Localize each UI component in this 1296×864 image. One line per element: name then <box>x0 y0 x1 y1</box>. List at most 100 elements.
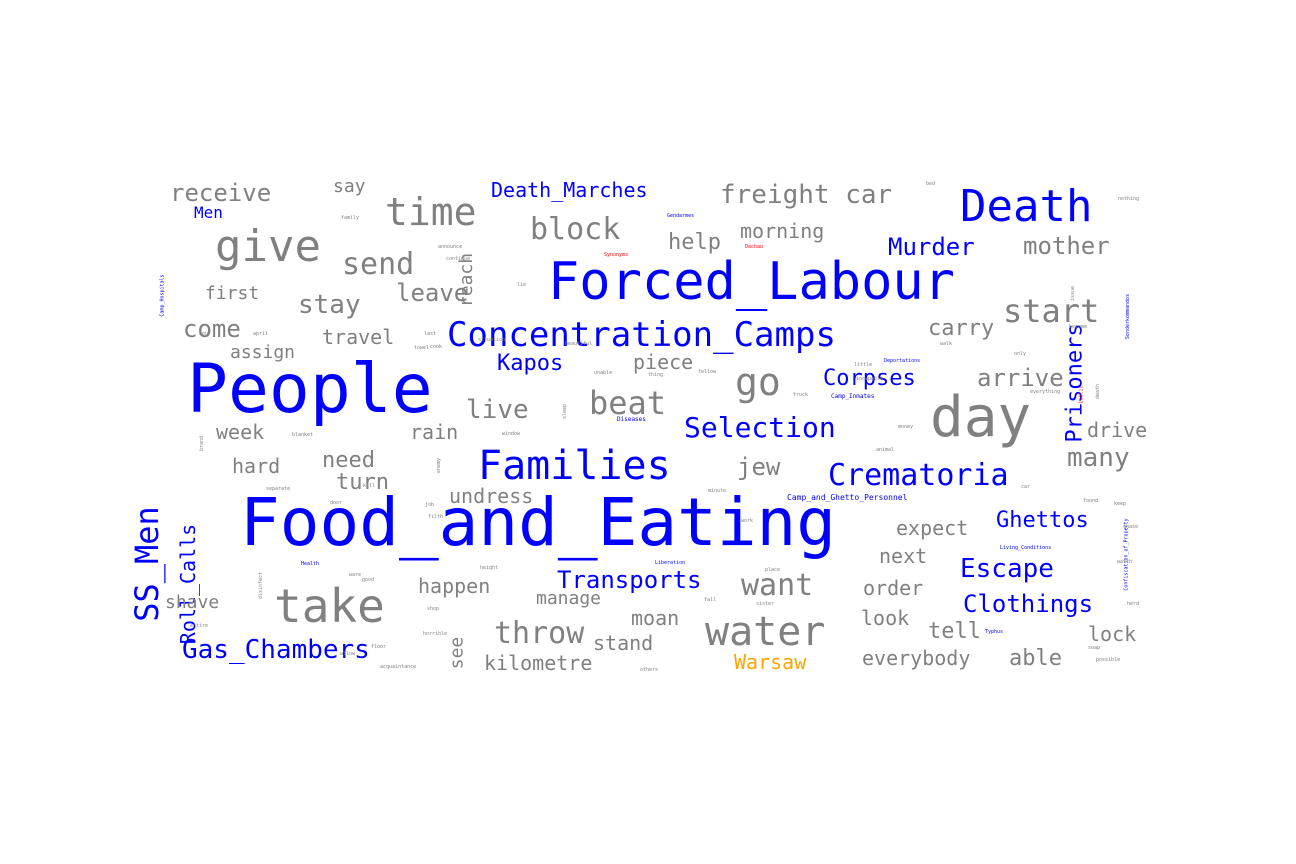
cloud-word: Camp_Hospitals <box>159 273 166 317</box>
cloud-word: Escape <box>960 554 1054 584</box>
cloud-word: able <box>1009 646 1062 671</box>
cloud-word: take <box>274 579 385 633</box>
cloud-word: found <box>1083 498 1099 504</box>
cloud-word: fall <box>704 597 717 603</box>
cloud-word: moan <box>631 606 680 630</box>
cloud-word: Diseases <box>617 416 646 423</box>
cloud-word: Kapos <box>497 351 564 376</box>
cloud-word: tell <box>928 619 981 644</box>
cloud-word: Liberation <box>655 560 686 566</box>
cloud-word: april <box>253 331 269 337</box>
cloud-word: send <box>342 247 415 282</box>
cloud-word: incapable <box>856 376 884 382</box>
cloud-word: window <box>502 431 521 437</box>
cloud-word: height <box>480 565 499 571</box>
cloud-word: turn <box>336 470 389 495</box>
cloud-word: announce <box>438 244 463 250</box>
cloud-word: Death_Marches <box>491 178 648 202</box>
cloud-word: issue <box>1070 285 1077 302</box>
cloud-word: Deportations <box>884 358 921 364</box>
cloud-word: acquaintance <box>380 664 417 670</box>
cloud-word: morning <box>740 219 825 243</box>
cloud-word: family <box>341 215 360 221</box>
cloud-word: help <box>668 230 721 255</box>
cloud-word: receive <box>170 179 272 207</box>
cloud-word: block <box>530 212 621 247</box>
cloud-word: floor <box>371 644 387 650</box>
cloud-word: possible <box>1096 657 1121 663</box>
cloud-word: chase <box>1123 524 1139 530</box>
cloud-word: see <box>445 636 467 669</box>
cloud-word: SS_Men <box>127 506 166 622</box>
cloud-word: Camp_and_Ghetto_Personnel <box>787 493 908 502</box>
cloud-word: watch <box>1117 559 1133 565</box>
cloud-word: bed <box>926 181 936 187</box>
cloud-word: filth <box>428 514 444 520</box>
cloud-word: Concentration_Camps <box>447 315 836 355</box>
cloud-word: Murder <box>888 233 975 261</box>
cloud-word: Selection <box>684 411 836 444</box>
cloud-word: sleep <box>562 403 569 420</box>
cloud-word: Warsaw <box>734 650 807 674</box>
cloud-word: walk <box>940 341 953 347</box>
cloud-word: enemy <box>436 457 443 474</box>
cloud-word: arrive <box>977 364 1064 392</box>
cloud-word: minute <box>708 488 727 494</box>
cloud-word: kill <box>363 483 376 489</box>
cloud-word: entire <box>190 623 209 629</box>
cloud-word: everybody <box>862 646 971 670</box>
cloud-word: lock <box>1088 622 1137 646</box>
cloud-word: Transports <box>557 566 702 594</box>
cloud-word: hour <box>199 331 212 337</box>
cloud-word: Typhus <box>985 629 1004 635</box>
cloud-word: money <box>898 424 914 430</box>
cloud-word: Gas_Chambers <box>182 635 370 665</box>
cloud-word: disinfect <box>258 571 265 600</box>
cloud-word: next <box>879 544 928 568</box>
cloud-word: everything <box>1030 389 1061 395</box>
cloud-word: hard <box>232 454 281 478</box>
cloud-word: Clothings <box>963 590 1094 618</box>
cloud-word: many <box>1067 443 1130 473</box>
cloud-word: leave <box>396 279 469 307</box>
cloud-word: expect <box>896 516 969 540</box>
cloud-word: start <box>1003 292 1100 330</box>
cloud-word: job <box>425 502 435 508</box>
cloud-word: fellow <box>698 369 717 375</box>
cloud-word: travel <box>322 325 395 349</box>
cloud-word: animal <box>876 447 895 453</box>
cloud-word: Camp_Inmates <box>831 393 875 400</box>
cloud-word: come <box>183 315 241 343</box>
cloud-word: beat <box>589 384 667 422</box>
cloud-word: work <box>741 518 754 524</box>
cloud-word: look <box>861 606 910 630</box>
cloud-word: week <box>216 420 265 444</box>
cloud-word: assign <box>230 342 296 363</box>
cloud-word: go <box>735 360 781 404</box>
cloud-word: first <box>205 283 260 304</box>
cloud-word: last <box>424 331 437 337</box>
cloud-word: herd <box>1127 601 1140 607</box>
cloud-word: towel <box>414 345 430 351</box>
cloud-word: People <box>187 350 433 429</box>
cloud-word: situation <box>478 337 506 343</box>
cloud-word: rain <box>410 420 459 444</box>
cloud-word: thing <box>648 372 664 378</box>
cloud-word: need <box>322 448 375 473</box>
cloud-word: sister <box>756 601 775 607</box>
cloud-word: Dachau <box>745 244 764 250</box>
cloud-word: only <box>1014 351 1027 357</box>
cloud-word: kilometre <box>484 651 593 675</box>
cloud-word: drive <box>1087 418 1148 442</box>
cloud-word: brand <box>199 435 206 452</box>
cloud-word: separate <box>266 486 291 492</box>
cloud-word: mother <box>1023 232 1110 260</box>
cloud-word: Death <box>960 181 1093 232</box>
cloud-word: unable <box>594 370 613 376</box>
cloud-word: allow <box>340 651 356 657</box>
cloud-word: others <box>640 667 659 673</box>
cloud-word: Living_Conditions <box>1000 545 1052 551</box>
cloud-word: jew <box>737 453 781 481</box>
cloud-word: continue <box>446 256 471 262</box>
